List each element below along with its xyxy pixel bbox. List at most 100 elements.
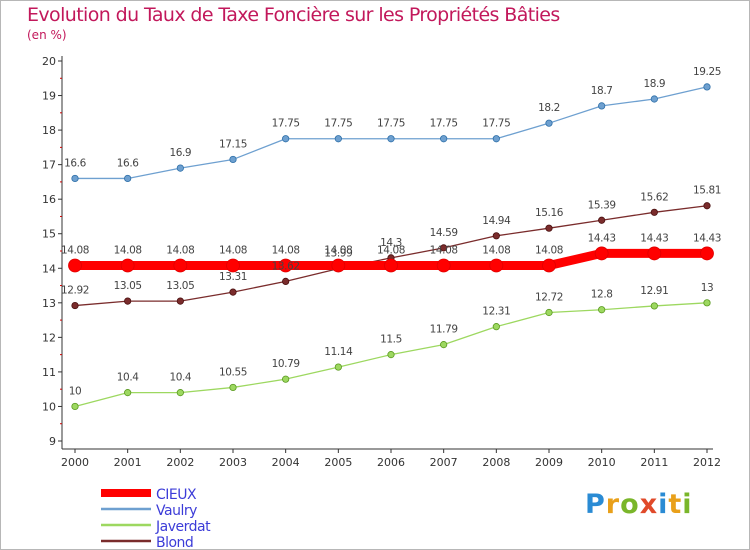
data-label-javerdat: 12.31 [482, 306, 510, 318]
data-point-blond [650, 208, 658, 216]
proxiti-logo: Proxiti [585, 489, 693, 520]
data-point-javerdat [598, 306, 606, 314]
data-point-blond [124, 297, 132, 305]
data-label-cieux: 14.08 [219, 245, 247, 257]
data-point-javerdat [176, 389, 184, 397]
data-label-javerdat: 10.55 [219, 366, 247, 378]
logo-letter: o [620, 489, 640, 520]
data-label-vaulry: 19.25 [693, 66, 721, 78]
data-point-cieux [226, 258, 240, 273]
data-point-blond [492, 232, 500, 240]
data-label-blond: 15.16 [535, 207, 564, 219]
data-point-cieux [278, 258, 293, 273]
data-label-cieux: 14.08 [430, 245, 458, 257]
data-label-cieux: 14.08 [61, 245, 89, 257]
data-point-blond [71, 301, 79, 310]
y-tick-label: 14 [42, 262, 56, 275]
data-point-javerdat [71, 402, 79, 411]
data-point-cieux [647, 246, 662, 261]
x-tick-label: 2002 [166, 456, 194, 469]
data-point-vaulry [176, 164, 184, 172]
data-label-cieux: 14.08 [535, 245, 563, 257]
data-label-cieux: 14.08 [377, 245, 405, 257]
data-point-javerdat [229, 383, 237, 392]
y-tick-label: 9 [49, 435, 56, 448]
data-label-blond: 13.62 [272, 260, 300, 272]
data-point-cieux [384, 258, 398, 273]
data-point-cieux [173, 258, 188, 273]
data-label-javerdat: 10.79 [272, 358, 300, 370]
data-label-blond: 15.81 [693, 185, 721, 197]
data-point-blond [176, 297, 184, 305]
data-point-vaulry [545, 119, 553, 127]
data-label-cieux: 14.08 [166, 245, 194, 257]
data-point-javerdat [334, 363, 342, 371]
data-label-javerdat: 13 [701, 282, 714, 294]
x-tick-label: 2000 [61, 456, 89, 469]
data-label-cieux: 14.43 [588, 232, 616, 244]
data-label-cieux: 14.43 [640, 232, 668, 244]
legend-label-cieux: CIEUX [156, 487, 197, 503]
data-label-javerdat: 10.4 [117, 372, 139, 384]
data-point-javerdat [440, 341, 448, 349]
data-label-vaulry: 17.75 [430, 118, 458, 130]
data-point-vaulry [650, 95, 658, 103]
data-label-javerdat: 11.5 [380, 334, 402, 346]
x-tick-label: 2004 [272, 456, 300, 469]
logo-letter: t [668, 489, 683, 520]
data-label-blond: 15.62 [640, 191, 668, 203]
data-label-blond: 13.05 [166, 280, 194, 292]
data-point-vaulry [492, 135, 500, 143]
data-point-cieux [68, 258, 82, 273]
data-label-blond: 13.31 [219, 271, 247, 283]
y-tick-label: 19 [42, 90, 56, 103]
series-line-vaulry [75, 86, 708, 180]
data-label-cieux: 14.08 [272, 245, 300, 257]
x-tick-label: 2011 [640, 456, 668, 469]
data-point-vaulry [282, 135, 290, 143]
data-label-vaulry: 17.15 [219, 138, 247, 150]
data-label-vaulry: 18.9 [643, 78, 665, 90]
data-point-cieux [542, 258, 556, 273]
data-label-vaulry: 17.75 [377, 118, 405, 130]
x-tick-label: 2003 [219, 456, 247, 469]
data-point-blond [598, 216, 606, 224]
data-point-vaulry [334, 135, 342, 143]
data-label-javerdat: 11.14 [324, 346, 353, 358]
data-label-vaulry: 17.75 [482, 118, 510, 130]
data-label-javerdat: 10 [69, 385, 82, 397]
data-point-cieux [331, 258, 346, 273]
data-label-javerdat: 12.91 [640, 285, 668, 297]
logo-letter: P [585, 489, 606, 520]
logo-letter: r [605, 489, 621, 520]
legend-label-javerdat: Javerdat [155, 519, 211, 535]
y-tick-label: 10 [42, 400, 56, 413]
x-tick-label: 2001 [114, 456, 142, 469]
data-point-blond [229, 288, 237, 296]
data-point-cieux [436, 258, 451, 273]
data-point-blond [282, 277, 290, 285]
data-point-javerdat [650, 302, 658, 310]
data-label-blond: 12.92 [61, 285, 89, 297]
data-label-blond: 14.3 [380, 237, 402, 249]
legend-label-vaulry: Vaulry [156, 503, 197, 519]
x-tick-label: 2007 [430, 456, 458, 469]
x-tick-label: 2009 [535, 456, 563, 469]
data-label-cieux: 14.08 [324, 245, 352, 257]
y-tick-label: 20 [42, 55, 56, 68]
data-label-cieux: 14.08 [482, 245, 510, 257]
data-point-blond [545, 224, 553, 232]
data-point-vaulry [71, 174, 79, 183]
legend-label-blond: Blond [156, 535, 193, 549]
x-tick-label: 2012 [693, 456, 721, 469]
data-label-vaulry: 18.2 [538, 102, 560, 114]
data-label-blond: 13.05 [114, 280, 142, 292]
data-label-cieux: 14.08 [114, 245, 142, 257]
data-label-blond: 14.94 [482, 215, 511, 227]
data-label-vaulry: 16.6 [117, 157, 139, 169]
data-point-vaulry [387, 135, 395, 143]
data-label-javerdat: 11.79 [430, 324, 458, 336]
data-point-vaulry [124, 174, 132, 183]
logo-letter: x [639, 489, 659, 520]
